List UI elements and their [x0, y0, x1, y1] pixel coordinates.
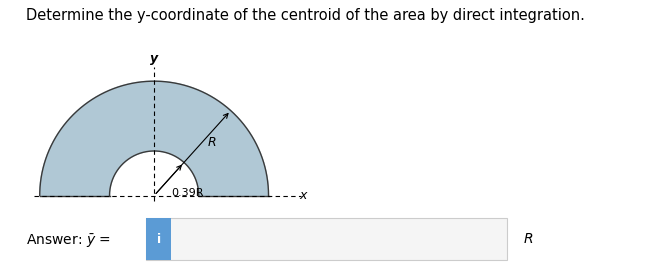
Text: R: R	[523, 232, 533, 246]
Text: i: i	[157, 233, 161, 246]
Text: Answer: $\bar{y}$ =: Answer: $\bar{y}$ =	[26, 232, 111, 250]
Text: 0.39R: 0.39R	[172, 188, 204, 198]
Text: y: y	[150, 52, 158, 65]
Text: Determine the y-coordinate of the centroid of the area by direct integration.: Determine the y-coordinate of the centro…	[26, 8, 585, 23]
Text: x: x	[299, 189, 307, 202]
Text: R: R	[207, 136, 216, 149]
Polygon shape	[40, 81, 268, 196]
